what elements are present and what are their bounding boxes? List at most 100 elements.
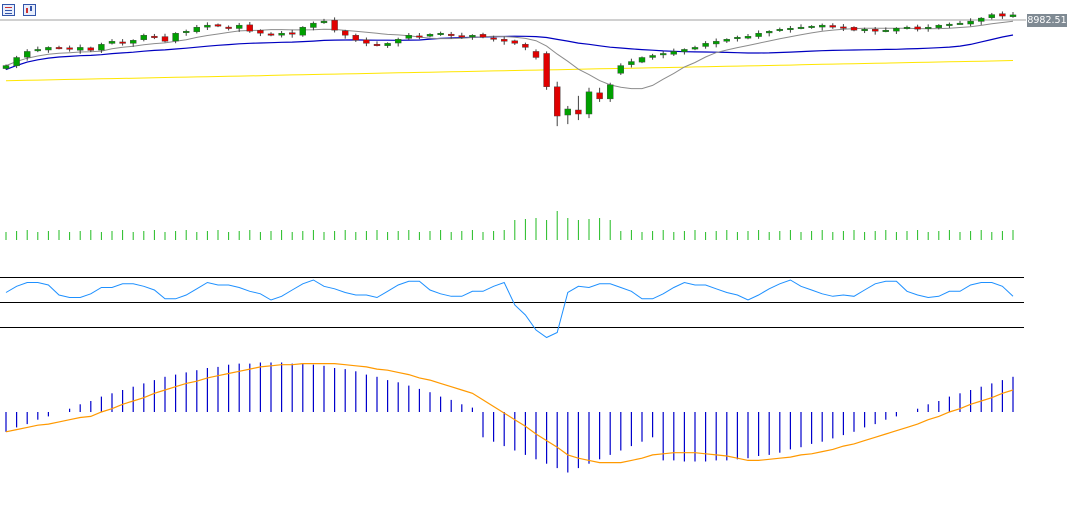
candle-body	[988, 14, 995, 18]
candle-body	[437, 33, 444, 35]
candle-body	[76, 47, 84, 51]
candle-body	[596, 92, 603, 100]
candle-body	[744, 36, 752, 39]
candle-body	[967, 20, 974, 25]
candle-body	[575, 109, 582, 115]
candle-body	[914, 26, 921, 30]
candle-body	[607, 84, 614, 100]
candle-body	[819, 24, 826, 28]
macd-signal-line	[5, 363, 1014, 464]
candle-body	[490, 37, 497, 40]
candle-body	[925, 26, 932, 29]
moving-average-fast	[5, 20, 1014, 90]
candle-body	[638, 57, 646, 63]
candle-body	[257, 30, 264, 34]
candle-body	[903, 26, 911, 29]
candle-body	[861, 29, 868, 32]
candle-body	[214, 24, 222, 27]
candle-body	[129, 40, 137, 44]
chart-icon[interactable]	[23, 4, 36, 16]
candle-body	[543, 53, 550, 87]
candle-body	[872, 29, 879, 32]
candle-body	[713, 41, 720, 45]
candle-body	[776, 29, 783, 31]
candle-body	[850, 27, 858, 31]
candle-body	[448, 33, 455, 36]
candle-body	[522, 44, 529, 48]
candle-body	[363, 39, 370, 44]
candle-body	[373, 44, 381, 46]
candle-body	[426, 34, 434, 37]
candle-body	[384, 43, 391, 46]
candle-body	[395, 39, 402, 44]
candle-body	[935, 24, 942, 28]
candle-body	[45, 47, 52, 51]
candle-body	[554, 86, 561, 117]
candle-body	[681, 49, 688, 52]
candle-body	[55, 47, 63, 50]
candle-body	[87, 47, 95, 51]
moving-average-mid	[5, 34, 1014, 71]
candle-body	[172, 33, 179, 42]
price-badge: 8982.51	[1027, 14, 1067, 27]
candle-body	[289, 32, 296, 35]
candle-body	[999, 13, 1006, 17]
candle-body	[140, 35, 148, 40]
candle-body	[479, 34, 487, 38]
candle-body	[24, 51, 31, 58]
rsi-line	[5, 279, 1014, 339]
candle-body	[34, 49, 41, 52]
candle-body	[511, 40, 518, 44]
candle-body	[235, 24, 243, 29]
candle-body	[204, 24, 211, 28]
candle-body	[320, 20, 328, 24]
candle-body	[119, 41, 126, 44]
moving-average-slow	[5, 60, 1014, 82]
candle-body	[331, 20, 338, 31]
candle-body	[946, 23, 953, 26]
candle-body	[342, 30, 349, 36]
candle-body	[882, 30, 889, 32]
candle-body	[734, 37, 741, 39]
candle-body	[797, 26, 805, 29]
candle-body	[108, 41, 116, 44]
candle-body	[956, 22, 964, 25]
list-icon[interactable]	[2, 4, 15, 16]
candle-body	[564, 108, 571, 116]
candle-body	[787, 27, 794, 31]
candle-body	[532, 51, 540, 58]
candle-body	[458, 35, 465, 38]
candle-body	[66, 47, 73, 50]
candle-body	[310, 22, 317, 28]
candle-body	[893, 27, 900, 32]
candle-body	[501, 39, 508, 42]
candle-body	[649, 55, 656, 58]
candle-body	[405, 35, 412, 39]
candle-body	[225, 26, 232, 29]
candle-body	[617, 65, 624, 74]
candle-body	[299, 26, 306, 36]
candle-body	[416, 35, 423, 38]
candle-body	[278, 33, 285, 36]
candle-body	[670, 51, 677, 55]
candle-body	[98, 44, 105, 51]
candle-body	[755, 33, 762, 37]
toolbar	[0, 0, 60, 20]
candle-body	[161, 36, 169, 42]
candle-body	[13, 57, 20, 67]
candle-body	[829, 25, 836, 28]
candle-body	[151, 35, 158, 38]
candle-body	[691, 47, 699, 50]
candle-body	[1009, 14, 1017, 17]
candle-body	[766, 31, 773, 34]
candle-body	[193, 26, 201, 33]
candle-body	[352, 35, 359, 41]
candle-body	[660, 53, 667, 56]
candle-body	[723, 39, 730, 42]
candle-body	[267, 33, 275, 36]
candle-body	[702, 43, 709, 47]
candle-body	[808, 25, 815, 28]
candle-body	[978, 17, 985, 22]
candle-body	[469, 35, 476, 38]
